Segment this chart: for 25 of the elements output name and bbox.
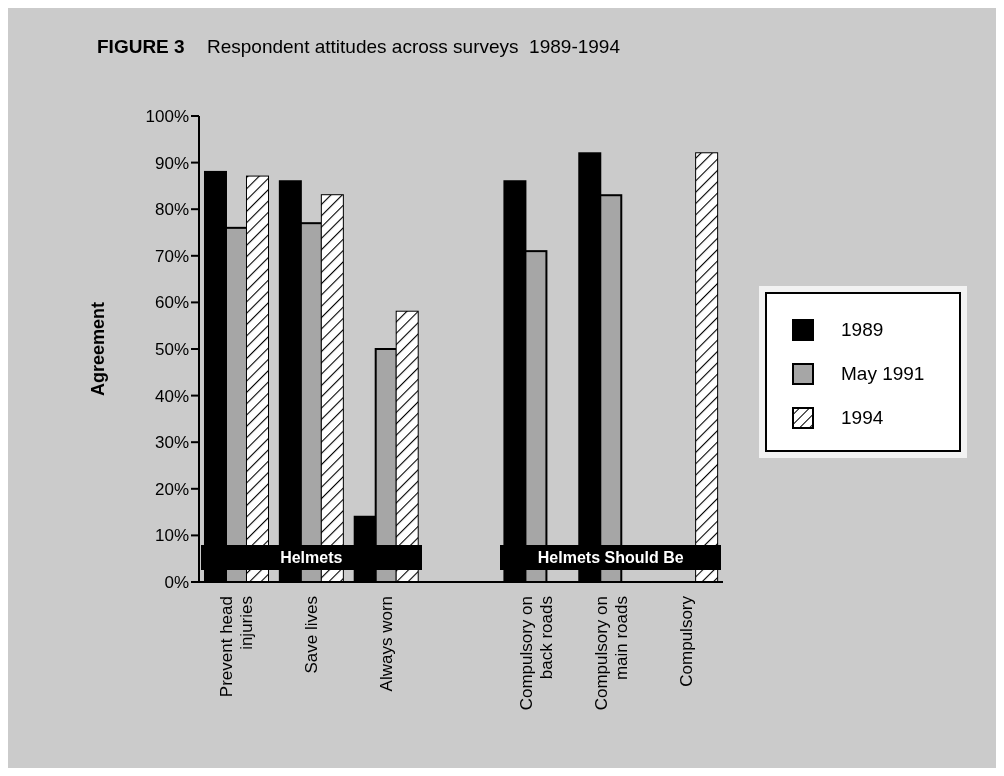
y-axis-title: Agreement [88,301,108,397]
x-tick-label: Compulsory on back roads [516,596,556,711]
annotation: Helmets [280,548,343,567]
annotation: Helmets Should Be [537,548,684,567]
y-tick-label: 50% [154,340,189,360]
x-tick-label: Always worn [377,596,397,692]
x-tick-label: Save lives [302,596,322,674]
x-tick-label: Prevent head injuries [217,596,257,698]
legend-label: 1989 [841,319,884,341]
chart-title: FIGURE 3 [97,36,185,58]
legend-label: May 1991 [841,363,925,385]
y-tick-label: 0% [164,573,189,593]
y-tick-label: 10% [154,526,189,546]
label-banner: Helmets Should Be [500,545,721,570]
y-tick-label: 40% [154,386,189,406]
legend-label: 1994 [841,407,884,429]
y-tick-label: 70% [154,246,189,266]
y-tick-label: 100% [145,107,189,127]
y-tick-label: 30% [154,433,189,453]
y-tick-label: 90% [154,153,189,173]
y-tick-label: 60% [154,293,189,313]
chart-subtitle: Respondent attitudes across surveys 1989-1994 [207,36,620,58]
x-tick-label: Compulsory [676,595,696,687]
y-tick-label: 20% [154,479,189,499]
y-tick-label: 80% [154,200,189,220]
